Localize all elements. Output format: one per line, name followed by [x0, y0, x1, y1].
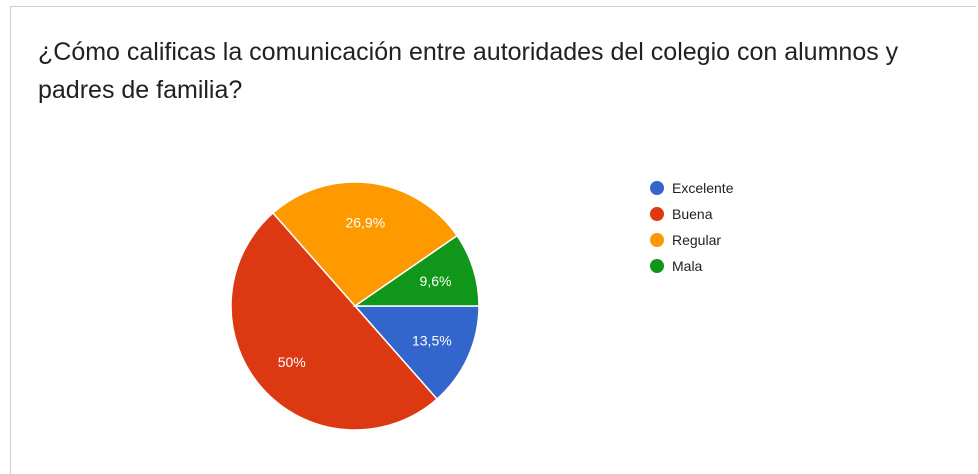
- slice-label-regular: 26,9%: [345, 214, 385, 230]
- legend-marker-mala: [650, 259, 664, 273]
- legend-marker-buena: [650, 207, 664, 221]
- legend-label-regular[interactable]: Regular: [672, 232, 721, 248]
- legend-marker-regular: [650, 233, 664, 247]
- legend-label-excelente[interactable]: Excelente: [672, 180, 734, 196]
- pie-slice-labels: 13,5% 50% 26,9% 9,6%: [278, 214, 452, 369]
- pie-slices: [230, 181, 480, 431]
- slice-label-buena: 50%: [278, 354, 306, 370]
- legend-label-mala[interactable]: Mala: [672, 258, 703, 274]
- pie-slice-mala[interactable]: [352, 234, 480, 307]
- legend: Excelente Buena Regular Mala: [650, 180, 734, 274]
- slice-label-excelente: 13,5%: [412, 333, 452, 349]
- pie-slice-buena[interactable]: [230, 211, 439, 431]
- slice-label-mala: 9,6%: [420, 273, 452, 289]
- pie-slice-excelente[interactable]: [353, 305, 480, 401]
- legend-marker-excelente: [650, 181, 664, 195]
- chart-title: ¿Cómo calificas la comunicación entre au…: [38, 38, 899, 104]
- chart-card: ¿Cómo calificas la comunicación entre au…: [10, 6, 976, 474]
- legend-label-buena[interactable]: Buena: [672, 206, 713, 222]
- pie-slice-regular[interactable]: [271, 181, 459, 307]
